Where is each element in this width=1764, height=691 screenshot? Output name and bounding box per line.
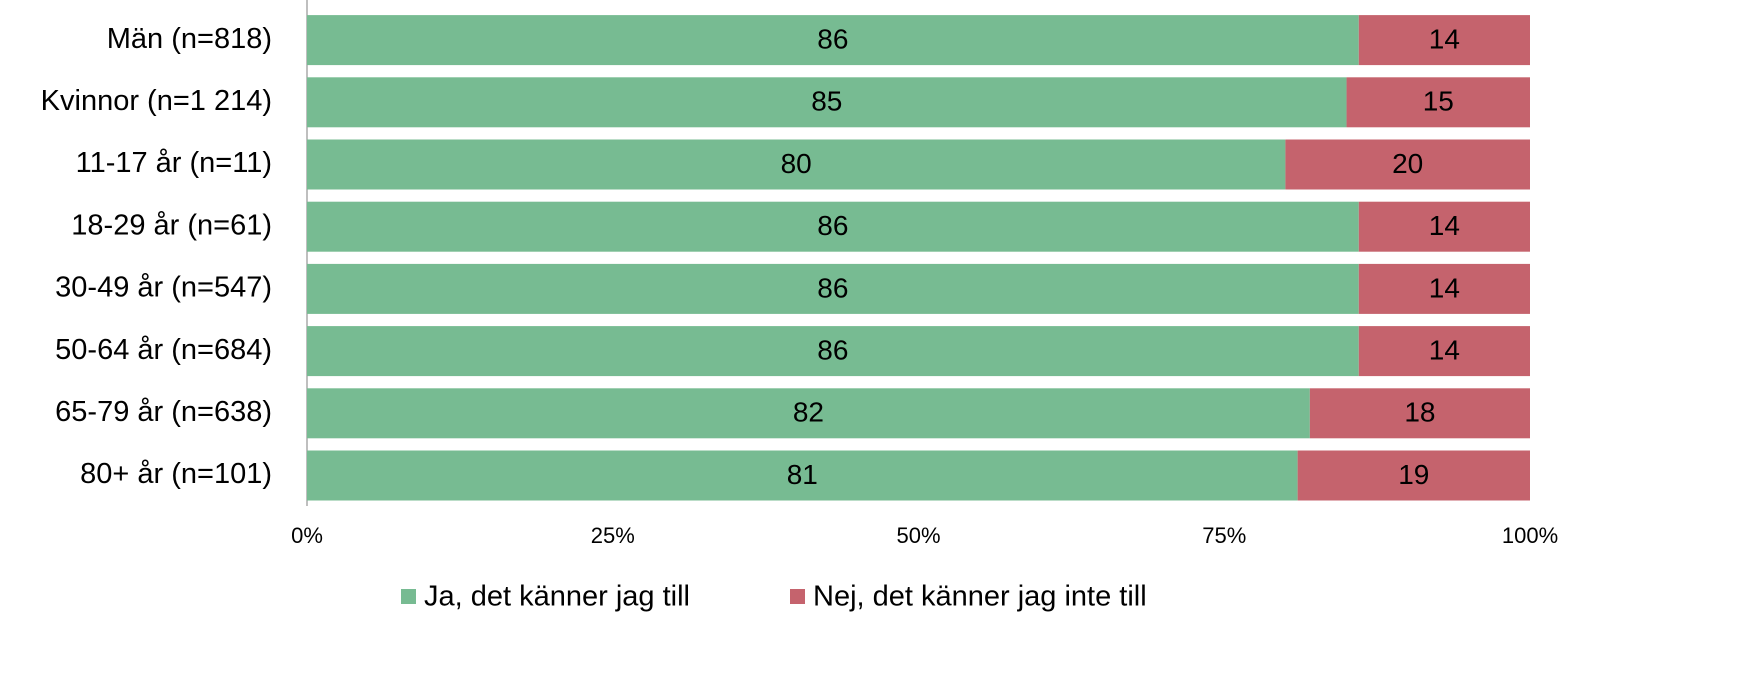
value-label: 14 [1429, 23, 1460, 54]
x-tick-label: 75% [1202, 523, 1246, 548]
bar-segment [307, 326, 1359, 377]
bar-segment [307, 77, 1347, 128]
x-tick-label: 100% [1502, 523, 1558, 548]
bar-segment [307, 388, 1310, 439]
bar-segment [307, 15, 1359, 66]
bar-segment [1297, 450, 1530, 501]
bar-segment [307, 201, 1359, 252]
value-label: 86 [817, 334, 848, 365]
bar-segment [1346, 77, 1530, 128]
legend-swatch [790, 589, 805, 604]
bar-segment [307, 263, 1359, 314]
bar-segment [1285, 139, 1530, 190]
bar-segment [1358, 15, 1530, 66]
bar-segment [1358, 201, 1530, 252]
legend-label: Nej, det känner jag inte till [813, 581, 1147, 613]
value-label: 14 [1429, 334, 1460, 365]
value-label: 82 [793, 397, 824, 428]
value-label: 80 [781, 148, 812, 179]
value-label: 81 [787, 459, 818, 490]
value-label: 15 [1423, 86, 1454, 117]
bar-segment [307, 139, 1286, 190]
category-label: 65-79 år (n=638) [55, 396, 272, 428]
value-label: 14 [1429, 272, 1460, 303]
legend-swatch [401, 589, 416, 604]
category-label: Män (n=818) [107, 23, 272, 55]
bar-segment [1358, 326, 1530, 377]
x-tick-label: 50% [896, 523, 940, 548]
x-tick-label: 25% [591, 523, 635, 548]
bar-segment [307, 450, 1298, 501]
category-label: 80+ år (n=101) [80, 458, 272, 490]
value-label: 86 [817, 210, 848, 241]
category-label: 30-49 år (n=547) [55, 272, 272, 304]
category-label: 11-17 år (n=11) [76, 147, 272, 179]
value-label: 18 [1404, 397, 1435, 428]
category-label: 50-64 år (n=684) [55, 334, 272, 366]
value-label: 14 [1429, 210, 1460, 241]
x-tick-label: 0% [291, 523, 323, 548]
value-label: 19 [1398, 459, 1429, 490]
bar-segment [1358, 263, 1530, 314]
value-label: 86 [817, 23, 848, 54]
value-label: 86 [817, 272, 848, 303]
category-label: 18-29 år (n=61) [71, 209, 272, 241]
category-label: Kvinnor (n=1 214) [41, 85, 272, 117]
bar-segment [1309, 388, 1530, 439]
value-label: 20 [1392, 148, 1423, 179]
legend-label: Ja, det känner jag till [424, 581, 690, 613]
value-label: 85 [811, 86, 842, 117]
